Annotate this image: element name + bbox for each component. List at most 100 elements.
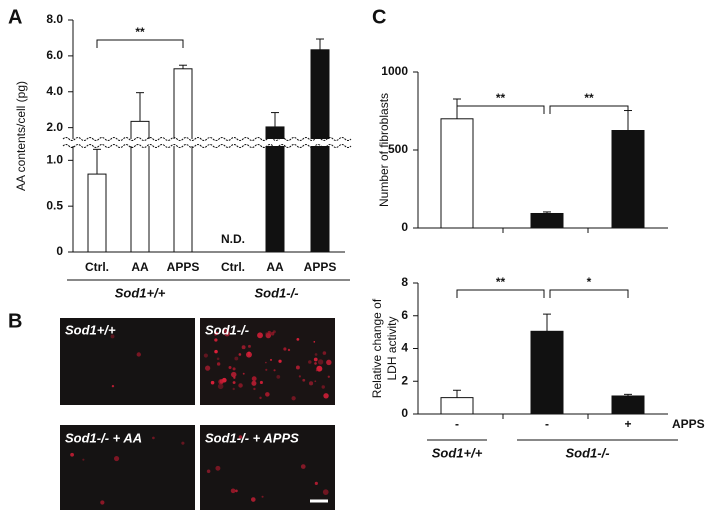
- x-tick-label: -: [455, 417, 459, 431]
- dot: [238, 383, 243, 388]
- bar: [530, 212, 564, 229]
- image: [60, 318, 195, 405]
- dot: [291, 396, 296, 401]
- dot: [210, 380, 215, 385]
- dot: [316, 365, 323, 372]
- panel-label: A: [8, 6, 22, 28]
- dot: [214, 333, 217, 337]
- dot: [214, 349, 218, 354]
- x-tick-label: Ctrl.: [221, 260, 245, 274]
- dot: [251, 376, 257, 382]
- micrographs: Sod1+/+ Sod1-/- Sod1-/- + AA Sod1-/- + A…: [60, 318, 335, 510]
- dot: [322, 351, 327, 355]
- y-tick-label: 0.5: [46, 198, 63, 212]
- dot: [234, 356, 239, 361]
- panel-label: B: [8, 310, 22, 332]
- dot: [136, 352, 141, 357]
- dot: [251, 380, 257, 386]
- group-label: Sod1-/-: [565, 445, 609, 460]
- dot: [238, 353, 242, 356]
- dot: [111, 384, 115, 388]
- dot: [314, 380, 317, 383]
- dot: [206, 469, 211, 474]
- x-axis-label: APPS: [672, 417, 705, 431]
- dot: [314, 362, 317, 365]
- dot: [265, 361, 267, 364]
- x-tick-label: APPS: [167, 260, 200, 274]
- dot: [230, 371, 237, 378]
- dot: [259, 380, 263, 385]
- image-label: Sod1-/- + APPS: [205, 430, 299, 445]
- dot: [308, 381, 314, 386]
- significance-bracket: [456, 105, 545, 114]
- dot: [302, 378, 306, 382]
- dot: [219, 379, 224, 384]
- x-tick-label: -: [545, 417, 549, 431]
- dot: [314, 481, 318, 485]
- dot: [181, 441, 185, 445]
- image-label: Sod1-/- + AA: [65, 430, 142, 445]
- dot: [238, 435, 243, 439]
- x-tick-label: +: [624, 417, 631, 431]
- dot: [326, 359, 332, 366]
- dot: [317, 359, 324, 365]
- bar: [611, 130, 645, 229]
- dot: [100, 500, 105, 505]
- bar: [310, 49, 330, 253]
- significance-label: **: [496, 91, 506, 105]
- group-label: Sod1+/+: [115, 285, 166, 300]
- fluorescence: [70, 327, 332, 505]
- axis-break-line: [62, 137, 352, 141]
- dot: [276, 375, 281, 379]
- y-tick-label: 6: [401, 308, 408, 322]
- x-tick-label: APPS: [304, 260, 337, 274]
- y-axis-label: Number of fibroblasts: [377, 93, 391, 207]
- y-tick-label: 4.0: [46, 84, 63, 98]
- significance-label: **: [496, 275, 506, 289]
- dot: [235, 489, 238, 493]
- dot: [265, 332, 269, 336]
- dot: [308, 360, 312, 364]
- dot: [242, 372, 245, 375]
- dot: [273, 369, 276, 372]
- bar: [440, 118, 474, 229]
- dot: [278, 359, 282, 363]
- bar: [87, 173, 107, 253]
- y-tick-label: 1.0: [46, 153, 63, 167]
- dot: [216, 362, 221, 366]
- dot: [295, 365, 300, 370]
- bar: [530, 330, 564, 415]
- dot: [296, 337, 300, 341]
- bar: [440, 397, 474, 415]
- significance-bracket: [96, 39, 184, 48]
- image-label: Sod1+/+: [65, 322, 116, 337]
- panel-label: C: [372, 6, 386, 28]
- bar: [611, 395, 645, 415]
- dot: [241, 345, 246, 350]
- dot: [232, 387, 235, 391]
- dot: [323, 393, 329, 399]
- dot: [232, 381, 236, 385]
- dot: [257, 332, 263, 339]
- y-tick-label: 0: [401, 406, 408, 420]
- dot: [315, 369, 318, 372]
- dot: [269, 358, 273, 361]
- y-tick-label: 4: [401, 341, 408, 355]
- dot: [267, 330, 271, 335]
- group-label: Sod1+/+: [432, 445, 483, 460]
- dot: [265, 368, 268, 371]
- dot: [322, 489, 329, 495]
- y-tick-label: 0: [56, 244, 63, 258]
- y-tick-label: 1000: [381, 64, 408, 78]
- y-tick-label: 6.0: [46, 48, 63, 62]
- dot: [204, 365, 211, 371]
- dot: [270, 331, 275, 336]
- dot: [313, 357, 318, 362]
- y-tick-label: 8: [401, 275, 408, 289]
- y-tick-label: 0: [401, 220, 408, 234]
- dot: [250, 497, 256, 502]
- dot: [152, 436, 155, 440]
- x-tick-label: AA: [131, 260, 149, 274]
- dot: [82, 458, 85, 461]
- significance-bracket: [456, 289, 545, 298]
